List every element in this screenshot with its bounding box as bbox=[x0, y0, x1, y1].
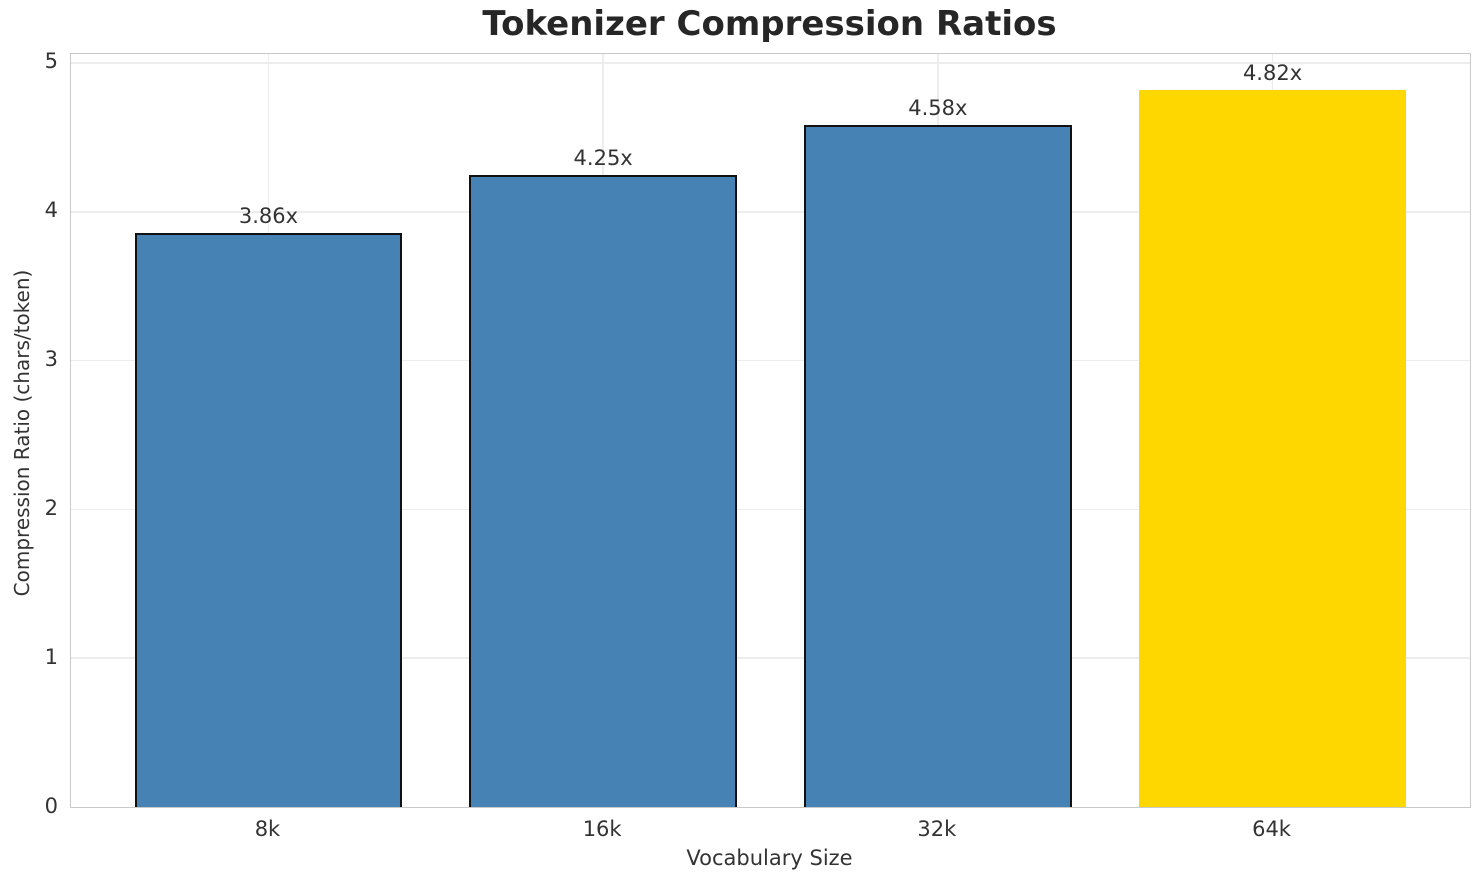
bar-value-label: 4.25x bbox=[573, 145, 633, 170]
bar-64k bbox=[1138, 89, 1407, 807]
plot-area: 3.86x 4.25x 4.58x 4.82x bbox=[70, 53, 1471, 808]
h-gridline bbox=[71, 359, 1470, 362]
bar-32k bbox=[803, 125, 1072, 807]
y-tick-label: 4 bbox=[44, 198, 58, 223]
h-gridline bbox=[71, 62, 1470, 64]
bar-value-label: 4.82x bbox=[1242, 60, 1303, 85]
h-gridline bbox=[71, 508, 1470, 511]
y-tick-label: 5 bbox=[44, 49, 58, 74]
y-tick-label: 0 bbox=[44, 793, 58, 818]
y-tick-label: 2 bbox=[44, 495, 58, 520]
bar-value-label: 3.86x bbox=[238, 203, 299, 228]
y-tick-label: 1 bbox=[44, 644, 58, 669]
y-tick-label: 3 bbox=[44, 347, 58, 372]
x-tick-label: 64k bbox=[1252, 817, 1291, 841]
x-tick-label: 16k bbox=[582, 817, 622, 841]
bar-value-label: 4.58x bbox=[908, 96, 968, 121]
chart-title: Tokenizer Compression Ratios bbox=[482, 4, 1057, 44]
h-gridline bbox=[71, 211, 1470, 213]
x-tick-label: 32k bbox=[917, 817, 957, 841]
bar-16k bbox=[469, 174, 738, 807]
x-tick-label: 8k bbox=[254, 817, 281, 841]
y-axis-label: Compression Ratio (chars/token) bbox=[10, 269, 34, 597]
bar-8k bbox=[134, 232, 403, 807]
h-gridline bbox=[71, 657, 1470, 659]
x-axis-label: Vocabulary Size bbox=[686, 846, 853, 870]
bar-layer: 3.86x 4.25x 4.58x 4.82x bbox=[71, 54, 1470, 807]
